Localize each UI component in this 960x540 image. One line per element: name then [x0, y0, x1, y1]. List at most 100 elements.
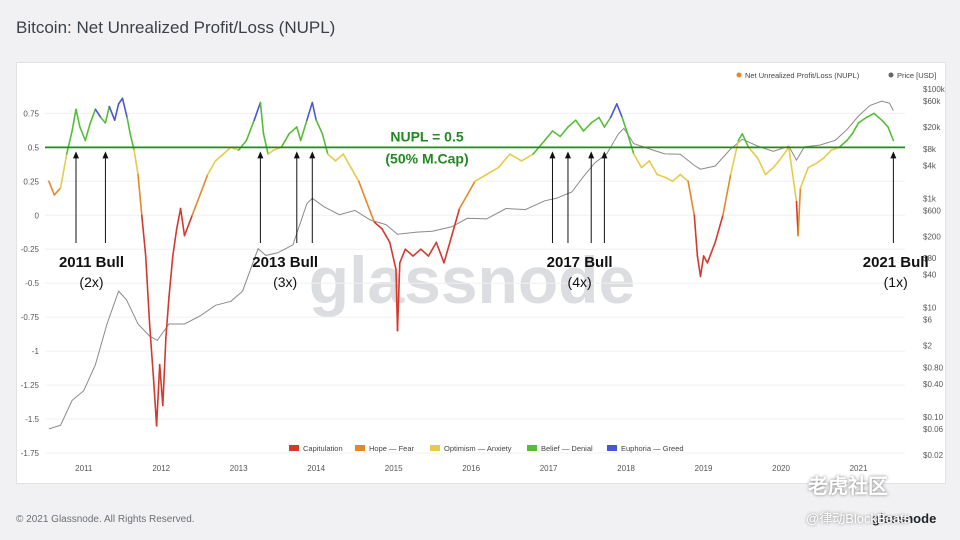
nupl-segment: [222, 146, 232, 155]
nupl-segment: [574, 119, 585, 132]
nupl-segment: [141, 214, 147, 257]
y-right-tick: $60k: [923, 97, 941, 106]
nupl-segment: [706, 241, 717, 264]
y-left-tick: -1: [32, 347, 40, 356]
nupl-segment: [94, 108, 102, 119]
nupl-segment: [288, 126, 298, 135]
nupl-segment: [148, 323, 155, 380]
legend-swatch: [527, 445, 537, 451]
legend-swatch: [607, 445, 617, 451]
y-left-tick: 0.5: [28, 143, 40, 152]
nupl-segment: [259, 101, 265, 135]
nupl-segment: [582, 122, 593, 132]
nupl-segment: [466, 180, 476, 196]
nupl-segment: [626, 133, 635, 155]
nupl-segment: [427, 241, 438, 257]
annotation-title: 2011 Bull: [59, 254, 124, 271]
legend-zone-label: Optimism — Anxiety: [444, 444, 512, 453]
nupl-segment: [59, 153, 68, 189]
nupl-segment: [873, 112, 883, 122]
nupl-segment: [137, 173, 143, 217]
nupl-segment: [237, 139, 248, 151]
y-right-tick: $100k: [923, 85, 945, 94]
y-left-tick: -0.5: [25, 279, 39, 288]
nupl-segment: [326, 153, 337, 162]
nupl-segment: [838, 139, 848, 149]
nupl-segment: [306, 101, 314, 122]
nupl-segment: [747, 146, 759, 159]
nupl-segment: [615, 103, 624, 119]
nupl-segment: [797, 187, 802, 237]
nupl-segment: [737, 133, 744, 142]
y-right-tick: $200: [923, 232, 941, 241]
nupl-segment: [396, 262, 401, 332]
legend-zone-label: Belief — Denial: [541, 444, 593, 453]
legend-price: Price [USD]: [897, 71, 936, 80]
nupl-segment: [787, 146, 798, 203]
annotation-subtitle: (1x): [884, 274, 908, 290]
nupl-segment: [729, 139, 740, 176]
nupl-segment: [609, 103, 618, 119]
nupl-segment: [104, 105, 111, 124]
nupl-segment: [381, 228, 391, 244]
nupl-segment: [175, 207, 182, 230]
annotation-title: 2021 Bull: [863, 254, 929, 271]
nupl-segment: [648, 160, 658, 176]
nupl-segment: [206, 160, 217, 176]
nupl-segment: [350, 166, 360, 183]
y-left-tick: 0.25: [23, 177, 39, 186]
y-left-tick: -1.25: [21, 381, 40, 390]
nupl-chart: glassnode 0.75 0.5 0.25 0 -0.25 -0.5 -0.75 -1 -1…: [21, 71, 946, 473]
nupl-segment: [551, 130, 562, 138]
nupl-segment: [815, 157, 825, 165]
nupl-segment: [756, 157, 767, 176]
nupl-segment: [117, 97, 124, 105]
nupl-segment: [158, 363, 164, 407]
nupl-segment: [388, 241, 397, 271]
y-right-tick: $40: [923, 271, 937, 280]
x-tick: 2012: [152, 464, 170, 473]
nupl-segment: [497, 153, 511, 169]
x-tick: 2015: [385, 464, 403, 473]
nupl-segment: [807, 162, 817, 169]
annotation-title: 2017 Bull: [547, 254, 613, 271]
nupl-segment: [113, 103, 120, 122]
nupl-segment: [632, 153, 643, 169]
nupl-segment: [100, 116, 107, 124]
threshold-sublabel: (50% M.Cap): [385, 150, 468, 166]
nupl-segment: [603, 116, 612, 128]
nupl-segment: [267, 149, 275, 155]
y-right-tick: $0.80: [923, 363, 944, 372]
arrow-head: [564, 151, 571, 159]
footer-logo: glassnode: [872, 511, 937, 526]
annotation-subtitle: (2x): [79, 274, 103, 290]
nupl-segment: [404, 248, 414, 257]
handle-watermark: @律动BlockBeats: [806, 511, 911, 526]
nupl-segment: [299, 119, 308, 142]
nupl-segment: [144, 255, 151, 325]
nupl-segment: [640, 160, 651, 169]
nupl-segment: [699, 255, 705, 278]
nupl-segment: [398, 248, 407, 264]
nupl-segment: [48, 180, 56, 196]
y-right-tick: $8k: [923, 145, 937, 154]
nupl-segment: [772, 157, 782, 169]
arrow-head: [257, 151, 264, 159]
annotation-subtitle: (3x): [273, 274, 297, 290]
y-right-tick: $4k: [923, 161, 937, 170]
nupl-segment: [79, 126, 87, 142]
x-tick: 2019: [695, 464, 713, 473]
nupl-segment: [598, 116, 606, 128]
nupl-segment: [679, 173, 689, 183]
annotation-title: 2013 Bull: [252, 254, 318, 271]
nupl-segment: [741, 133, 750, 149]
legend-swatch: [289, 445, 299, 451]
nupl-segment: [245, 119, 255, 142]
nupl-segment: [253, 101, 262, 122]
legend-swatch: [355, 445, 365, 451]
arrow-head: [293, 151, 300, 159]
nupl-segment: [799, 166, 810, 189]
nupl-segment: [162, 336, 167, 407]
arrow-head: [72, 151, 79, 159]
legend-zone-label: Euphoria — Greed: [621, 444, 684, 453]
